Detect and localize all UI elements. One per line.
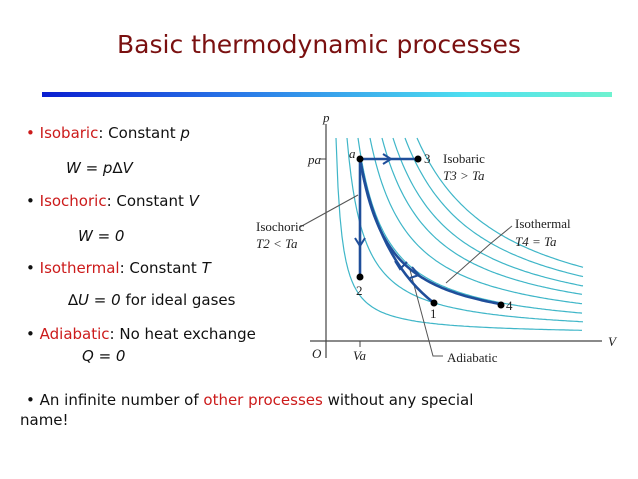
bullet-dot: • bbox=[26, 391, 35, 409]
formula-note: for ideal gases bbox=[120, 291, 236, 309]
arrow-icon bbox=[382, 153, 393, 165]
bullet-adiabatic: • Adiabatic: No heat exchange bbox=[26, 325, 256, 343]
origin-label: O bbox=[312, 346, 322, 361]
bullet-isochoric: • Isochoric: Constant V bbox=[26, 192, 199, 210]
bullet-isothermal: • Isothermal: Constant T bbox=[26, 259, 211, 277]
adiabatic-label: Adiabatic bbox=[447, 350, 498, 365]
bullet-dot: • bbox=[26, 259, 35, 277]
bullet-dot: • bbox=[26, 124, 35, 142]
desc: : Constant bbox=[98, 124, 181, 142]
isobaric-label: Isobaric bbox=[443, 151, 485, 166]
isotherm-curve bbox=[346, 137, 584, 323]
adiabatic-leader bbox=[409, 269, 443, 357]
bullet-dot: • bbox=[26, 192, 35, 210]
text: An infinite number of bbox=[39, 391, 204, 409]
desc: : Constant bbox=[119, 259, 202, 277]
point-a-label: a bbox=[349, 146, 356, 161]
isochoric-leader bbox=[299, 194, 359, 228]
arrow-icon bbox=[394, 260, 408, 271]
point-3-label: 3 bbox=[424, 151, 431, 166]
isotherm-curve bbox=[392, 137, 584, 287]
p-axis-label: p bbox=[322, 110, 330, 125]
formula-isobaric: W = p∆V bbox=[66, 159, 133, 177]
isotherm-curve bbox=[404, 137, 584, 278]
point-3 bbox=[414, 155, 422, 163]
va-label: Va bbox=[353, 348, 367, 363]
var: p bbox=[180, 124, 190, 142]
point-1 bbox=[430, 299, 438, 307]
term: other processes bbox=[203, 391, 323, 409]
slide-title: Basic thermodynamic processes bbox=[117, 30, 521, 59]
bullet-isobaric: • Isobaric: Constant p bbox=[26, 124, 190, 142]
isothermal-label: Isothermal bbox=[515, 216, 571, 231]
text: without any special bbox=[322, 391, 474, 409]
var: T bbox=[201, 259, 211, 277]
desc: : Constant bbox=[106, 192, 189, 210]
isobaric-relation: T3 > Ta bbox=[443, 168, 485, 183]
isotherm-curve bbox=[357, 137, 583, 314]
isotherm-curve bbox=[381, 137, 583, 295]
term: Isochoric bbox=[39, 192, 107, 210]
pv-diagram: p V O pa Va a 3 2 1 4 Isobaric T3 > Ta I… bbox=[256, 110, 618, 365]
title-underline-bar bbox=[42, 92, 612, 97]
formula-adiabatic: Q = 0 bbox=[82, 347, 126, 365]
bullet-other-line2: name! bbox=[20, 411, 69, 429]
desc: : No heat exchange bbox=[109, 325, 256, 343]
bullet-dot: • bbox=[26, 325, 35, 343]
formula-isothermal: ∆U = 0 for ideal gases bbox=[68, 291, 235, 309]
adiabatic-path bbox=[358, 158, 435, 305]
arrow-icon bbox=[409, 266, 421, 279]
point-2 bbox=[356, 273, 364, 281]
arrow-icon bbox=[354, 237, 366, 248]
point-2-label: 2 bbox=[356, 283, 363, 298]
isotherm-curve bbox=[369, 137, 583, 305]
point-a bbox=[356, 155, 364, 163]
term: Adiabatic bbox=[39, 325, 110, 343]
formula: ∆U = 0 bbox=[68, 291, 121, 309]
point-1-label: 1 bbox=[430, 306, 437, 321]
pa-label: pa bbox=[307, 152, 322, 167]
isothermal-leader bbox=[445, 225, 513, 284]
isotherms bbox=[335, 137, 584, 331]
bullet-other: • An infinite number of other processes … bbox=[26, 391, 473, 409]
isothermal-relation: T4 = Ta bbox=[515, 234, 557, 249]
point-4-label: 4 bbox=[506, 298, 513, 313]
v-axis-label: V bbox=[608, 334, 618, 349]
point-4 bbox=[497, 301, 505, 309]
term: Isothermal bbox=[39, 259, 120, 277]
formula-isochoric: W = 0 bbox=[78, 227, 125, 245]
term: Isobaric bbox=[39, 124, 99, 142]
isotherm-curve bbox=[335, 137, 582, 331]
isochoric-relation: T2 < Ta bbox=[256, 236, 298, 251]
var: V bbox=[188, 192, 199, 210]
isochoric-label: Isochoric bbox=[256, 219, 305, 234]
isotherm-curve bbox=[416, 137, 584, 268]
